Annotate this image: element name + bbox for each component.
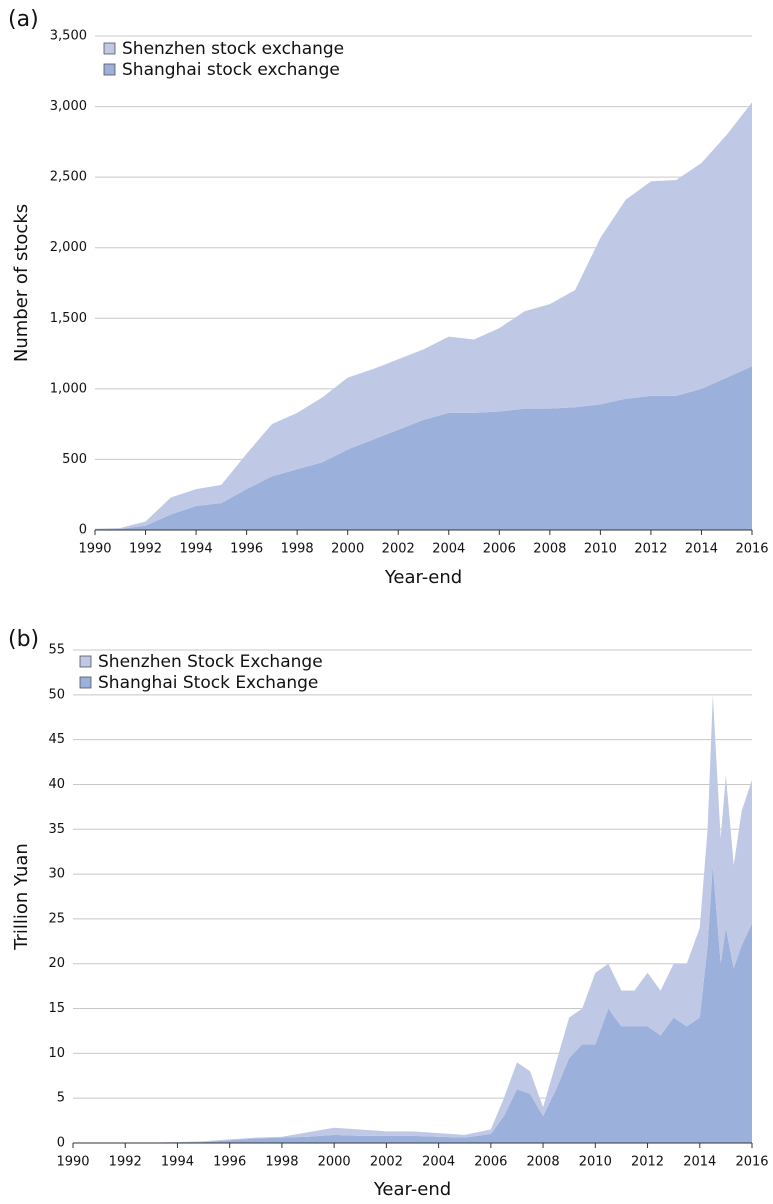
y-tick-label: 3,000 [50,99,87,114]
y-tick-label: 500 [62,452,87,467]
x-tick-label: 1996 [230,542,263,557]
x-tick-label: 2010 [584,542,617,557]
x-tick-label: 1990 [78,542,111,557]
legend-swatch [103,63,116,76]
y-tick-label: 10 [48,1046,65,1061]
y-axis-label: Trillion Yuan [11,843,32,951]
y-tick-label: 2,000 [50,240,87,255]
y-tick-label: 3,500 [50,29,87,44]
y-tick-label: 20 [48,956,65,971]
x-tick-label: 2008 [527,1155,560,1170]
legend-label: Shanghai Stock Exchange [98,673,318,693]
y-tick-label: 0 [79,523,87,538]
x-tick-label: 2014 [685,542,718,557]
y-tick-label: 25 [48,911,65,926]
x-tick-label: 1996 [213,1155,246,1170]
x-tick-label: 2012 [634,542,667,557]
x-tick-label: 2000 [331,542,364,557]
y-tick-label: 1,000 [50,381,87,396]
x-tick-label: 1994 [180,542,213,557]
x-tick-label: 2004 [422,1155,455,1170]
y-tick-label: 1,500 [50,311,87,326]
x-tick-label: 2016 [735,542,768,557]
x-tick-label: 2010 [579,1155,612,1170]
y-tick-label: 0 [57,1136,65,1151]
x-tick-label: 1990 [56,1155,89,1170]
y-tick-label: 5 [57,1091,65,1106]
x-axis-label: Year-end [384,567,462,588]
area [95,102,752,529]
legend-swatch [79,676,92,689]
x-tick-label: 1992 [109,1155,142,1170]
x-tick-label: 1998 [281,542,314,557]
y-axis-label: Number of stocks [11,204,32,362]
y-tick-label: 35 [48,822,65,837]
area [73,694,752,1143]
legend-label: Shenzhen Stock Exchange [98,652,323,672]
x-tick-label: 2006 [483,542,516,557]
y-tick-label: 2,500 [50,170,87,185]
x-tick-label: 2004 [432,542,465,557]
y-tick-label: 50 [48,687,65,702]
x-tick-label: 2012 [631,1155,664,1170]
y-tick-label: 55 [48,643,65,658]
x-tick-label: 1992 [129,542,162,557]
panel-label: (b) [8,627,39,652]
legend-swatch [103,42,116,55]
x-tick-label: 2014 [683,1155,716,1170]
x-axis-label: Year-end [373,1179,451,1200]
panel-label: (a) [8,7,39,32]
legend-label: Shanghai stock exchange [122,60,340,80]
x-tick-label: 2006 [474,1155,507,1170]
x-tick-label: 2002 [370,1155,403,1170]
x-tick-label: 2008 [533,542,566,557]
y-tick-label: 15 [48,1001,65,1016]
x-tick-label: 1998 [265,1155,298,1170]
y-tick-label: 30 [48,867,65,882]
area [95,366,752,530]
x-tick-label: 2002 [382,542,415,557]
legend-swatch [79,655,92,668]
y-tick-label: 40 [48,777,65,792]
x-tick-label: 2000 [318,1155,351,1170]
legend-label: Shenzhen stock exchange [122,39,344,59]
area [73,865,752,1143]
x-tick-label: 1994 [161,1155,194,1170]
x-tick-label: 2016 [735,1155,768,1170]
y-tick-label: 45 [48,732,65,747]
